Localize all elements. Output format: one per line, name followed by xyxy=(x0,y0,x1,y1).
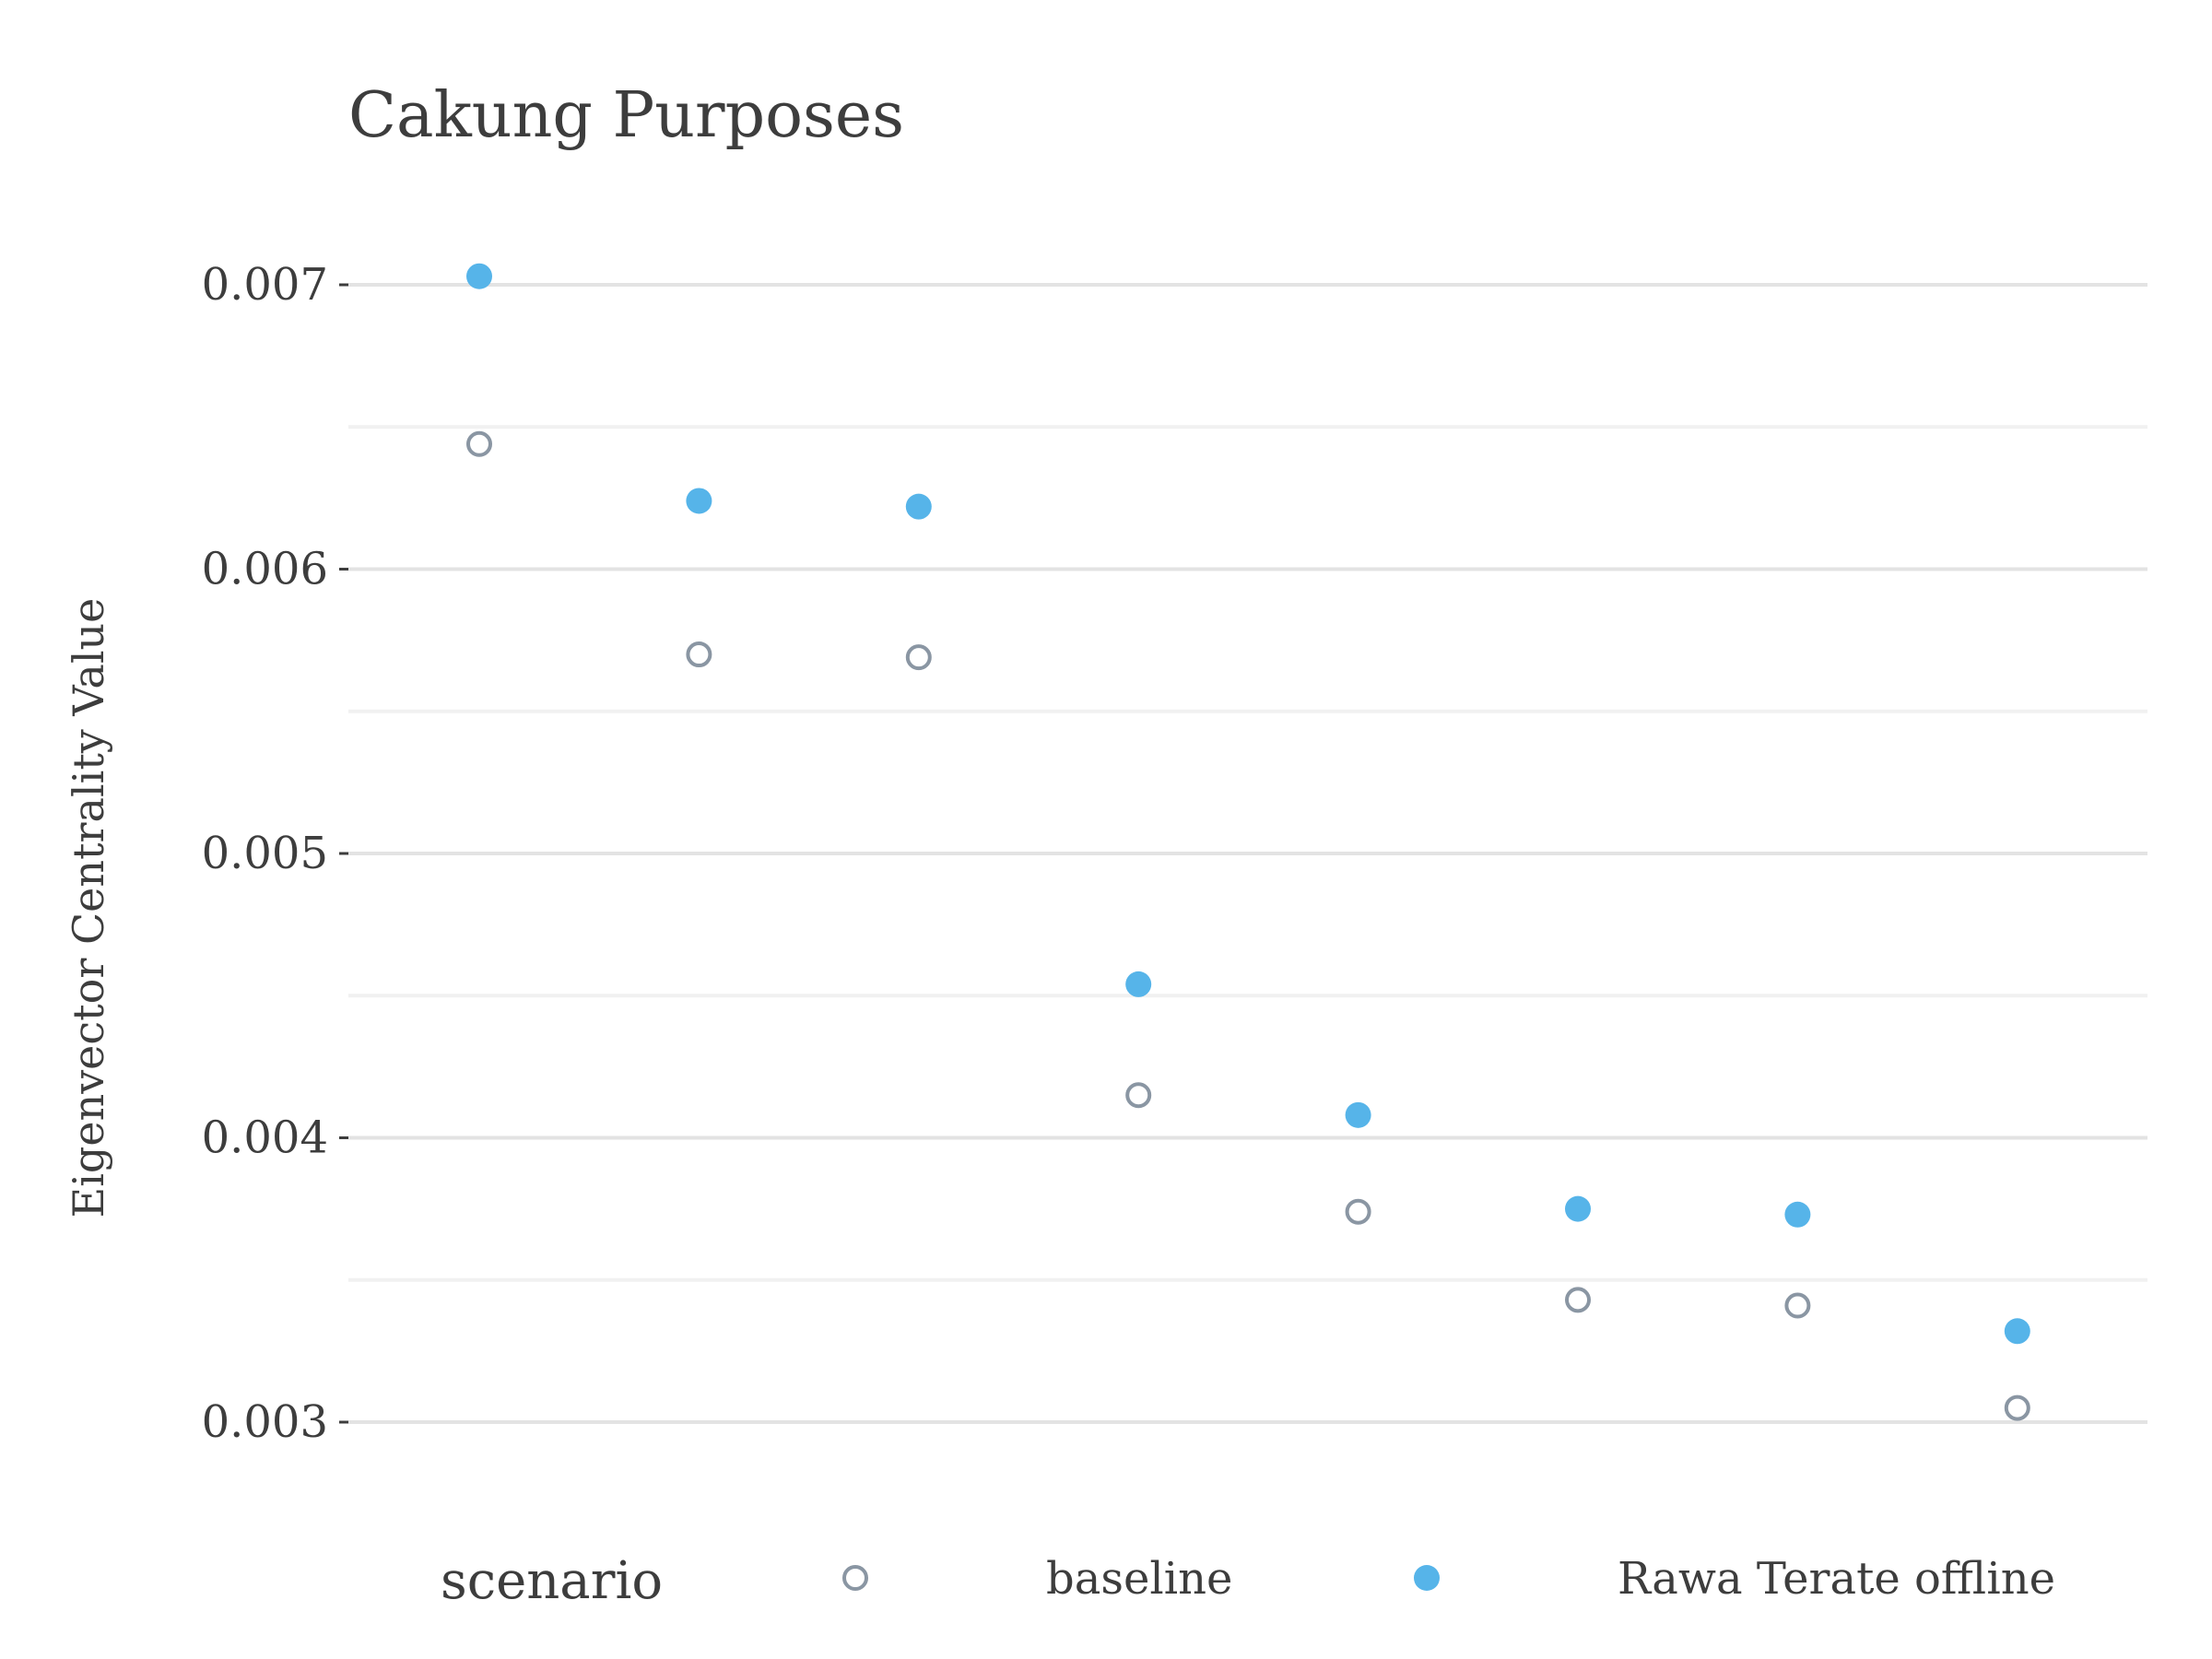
legend: scenario baseline Rawa Terate offline xyxy=(441,1551,2055,1611)
y-tick-label: 0.006 xyxy=(202,544,328,595)
point-rawa-terate-offline xyxy=(1125,971,1152,997)
y-tick-label: 0.005 xyxy=(202,828,328,879)
point-rawa-terate-offline xyxy=(466,263,492,289)
legend-marker-baseline xyxy=(842,1565,868,1591)
point-baseline xyxy=(1565,1287,1591,1313)
point-baseline xyxy=(466,430,492,457)
legend-title: scenario xyxy=(441,1551,663,1611)
point-baseline xyxy=(686,641,712,668)
y-tick-label: 0.003 xyxy=(202,1396,328,1448)
point-baseline xyxy=(905,644,932,671)
y-tick-label: 0.007 xyxy=(202,259,328,311)
point-baseline xyxy=(1784,1292,1811,1319)
y-tick-label: 0.004 xyxy=(202,1112,328,1164)
legend-label: Rawa Terate offline xyxy=(1618,1553,2055,1605)
y-axis-ticks: 0.003 0.004 0.005 0.006 0.007 xyxy=(202,259,348,1448)
grid-lines xyxy=(348,283,2147,1424)
legend-label: baseline xyxy=(1046,1553,1232,1605)
point-rawa-terate-offline xyxy=(1784,1201,1811,1228)
point-baseline xyxy=(2004,1394,2030,1421)
legend-marker-rawa-terate-offline xyxy=(1414,1565,1440,1591)
point-baseline xyxy=(1125,1082,1152,1109)
data-points xyxy=(466,263,2030,1421)
point-baseline xyxy=(1345,1198,1371,1225)
point-rawa-terate-offline xyxy=(1345,1101,1371,1128)
point-rawa-terate-offline xyxy=(2004,1318,2030,1345)
point-rawa-terate-offline xyxy=(905,493,932,520)
chart-title: Cakung Purposes xyxy=(348,79,904,152)
point-rawa-terate-offline xyxy=(1565,1195,1591,1222)
y-axis-label: Eigenvector Centrality Value xyxy=(64,598,113,1218)
point-rawa-terate-offline xyxy=(686,488,712,514)
